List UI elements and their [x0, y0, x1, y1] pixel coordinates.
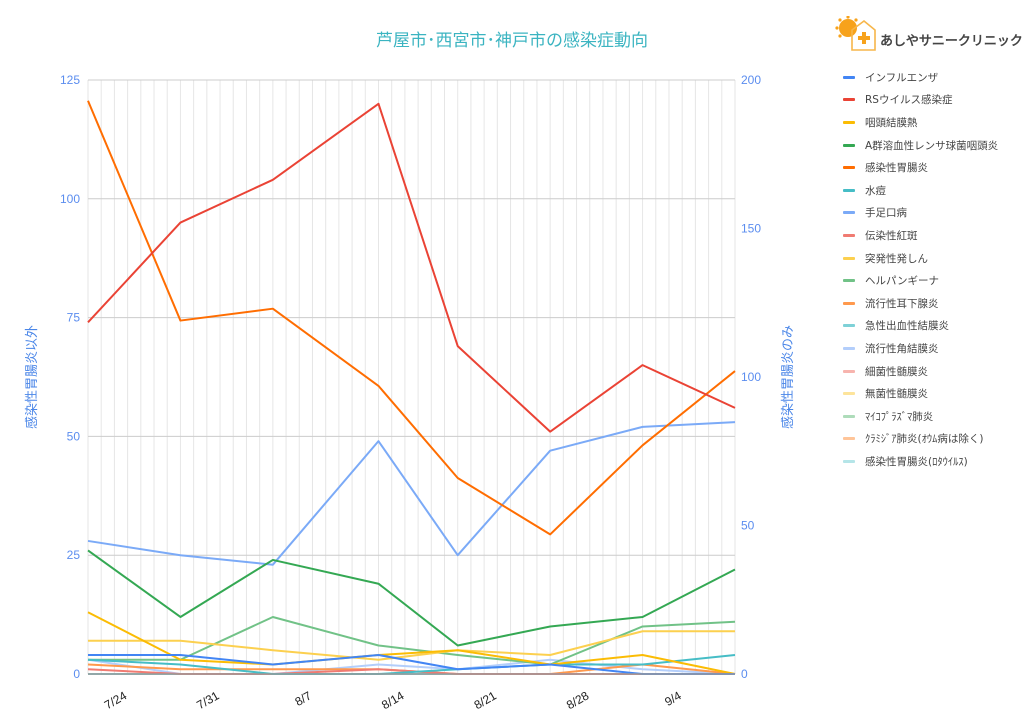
clinic-name: あしやサニークリニック [880, 33, 1023, 49]
legend-label: ﾏｲｺﾌﾟﾗｽﾞﾏ肺炎 [865, 410, 934, 423]
legend-item[interactable]: A群溶血性レンサ球菌咽頭炎 [843, 134, 998, 157]
legend-label: 感染性胃腸炎 [865, 162, 928, 175]
series-line-5 [87, 653, 736, 675]
y-tick-right: 200 [741, 73, 761, 87]
legend-swatch [843, 233, 855, 237]
legend-swatch [843, 211, 855, 215]
legend-label: 流行性耳下腺炎 [865, 297, 939, 310]
legend-swatch [843, 120, 855, 124]
legend-label: ヘルパンギーナ [865, 275, 940, 288]
legend-item[interactable]: 急性出血性結膜炎 [843, 315, 998, 338]
series-line-9 [88, 615, 736, 666]
chart-title: 芦屋市･西宮市･神戸市の感染症動向 [0, 26, 1024, 51]
legend-item[interactable]: インフルエンザ [843, 66, 998, 89]
legend-swatch [843, 392, 855, 396]
legend-label: 手足口病 [865, 207, 907, 220]
series-line-2 [87, 611, 736, 675]
legend-swatch [843, 98, 855, 102]
series-line-8 [88, 630, 735, 661]
legend-item[interactable]: 感染性胃腸炎 [843, 156, 998, 179]
series-line-4 [87, 100, 736, 536]
y-tick-left: 25 [67, 548, 81, 562]
legend-label: 水痘 [865, 184, 886, 197]
legend-label: 感染性胃腸炎(ﾛﾀｳｲﾙｽ) [865, 455, 968, 468]
legend-swatch [843, 346, 855, 350]
legend-swatch [843, 324, 855, 328]
legend: インフルエンザ RSウイルス感染症 咽頭結膜熱 A群溶血性レンサ球菌咽頭炎 感染性胃腸炎… [843, 66, 998, 473]
y-tick-left: 0 [73, 667, 80, 681]
legend-item[interactable]: ｸﾗﾐｼﾞｱ肺炎(ｵｳﾑ病は除く) [843, 428, 998, 451]
legend-swatch [843, 369, 855, 373]
y-axis-title-right: 感染性胃腸炎のみ [780, 325, 796, 429]
legend-item[interactable]: ﾏｲｺﾌﾟﾗｽﾞﾏ肺炎 [843, 405, 998, 428]
legend-item[interactable]: 感染性胃腸炎(ﾛﾀｳｲﾙｽ) [843, 450, 998, 473]
x-tick-label: 7/31 [194, 688, 222, 712]
legend-swatch [843, 301, 855, 305]
legend-label: 流行性角結膜炎 [865, 342, 939, 355]
x-tick-label: 7/24 [102, 688, 130, 712]
legend-item[interactable]: RSウイルス感染症 [843, 89, 998, 112]
legend-label: 細菌性髄膜炎 [865, 365, 928, 378]
legend-swatch [843, 437, 855, 441]
y-tick-left: 75 [67, 311, 81, 325]
y-tick-right: 0 [741, 667, 748, 681]
legend-item[interactable]: 細菌性髄膜炎 [843, 360, 998, 383]
series-line-0 [88, 653, 735, 675]
legend-label: ｸﾗﾐｼﾞｱ肺炎(ｵｳﾑ病は除く) [865, 433, 984, 446]
legend-item[interactable]: 流行性耳下腺炎 [843, 292, 998, 315]
legend-item[interactable]: 伝染性紅斑 [843, 224, 998, 247]
series-line-1 [87, 102, 736, 433]
y-tick-right: 150 [741, 222, 761, 236]
legend-item[interactable]: 咽頭結膜熱 [843, 111, 998, 134]
legend-item[interactable]: 突発性発しん [843, 247, 998, 270]
legend-label: RSウイルス感染症 [865, 94, 953, 107]
legend-label: 咽頭結膜熱 [865, 116, 918, 129]
legend-swatch [843, 279, 855, 283]
y-tick-right: 100 [741, 370, 761, 384]
legend-label: インフルエンザ [865, 71, 939, 84]
x-tick-label: 9/4 [662, 688, 684, 709]
y-axis-title-left: 感染性胃腸炎以外 [24, 325, 40, 429]
y-tick-left: 50 [67, 429, 81, 443]
legend-label: A群溶血性レンサ球菌咽頭炎 [865, 139, 999, 152]
legend-label: 伝染性紅斑 [865, 229, 918, 242]
chart-title-text: 芦屋市･西宮市･神戸市の感染症動向 [376, 31, 648, 51]
legend-label: 突発性発しん [865, 252, 928, 265]
legend-swatch [843, 166, 855, 170]
legend-swatch [843, 414, 855, 418]
y-tick-left: 100 [60, 192, 80, 206]
clinic-logo: あしやサニークリニック [834, 16, 1023, 52]
x-tick-label: 8/14 [379, 688, 407, 712]
x-tick-label: 8/21 [472, 688, 500, 712]
legend-label: 無菌性髄膜炎 [865, 388, 928, 401]
legend-label: 急性出血性結膜炎 [865, 320, 949, 333]
legend-item[interactable]: ヘルパンギーナ [843, 269, 998, 292]
y-tick-left: 125 [60, 73, 80, 87]
legend-item[interactable]: 無菌性髄膜炎 [843, 382, 998, 405]
y-tick-right: 50 [741, 519, 755, 533]
x-tick-label: 8/28 [564, 688, 592, 712]
legend-swatch [843, 459, 855, 463]
series-line-6 [87, 421, 736, 566]
series-line-3 [87, 549, 736, 647]
legend-swatch [843, 256, 855, 260]
x-tick-label: 8/7 [293, 688, 315, 709]
legend-item[interactable]: 流行性角結膜炎 [843, 337, 998, 360]
legend-item[interactable]: 水痘 [843, 179, 998, 202]
legend-swatch [843, 143, 855, 147]
legend-item[interactable]: 手足口病 [843, 202, 998, 225]
sun-house-logo-icon [835, 16, 876, 51]
legend-swatch [843, 188, 855, 192]
legend-swatch [843, 75, 855, 79]
